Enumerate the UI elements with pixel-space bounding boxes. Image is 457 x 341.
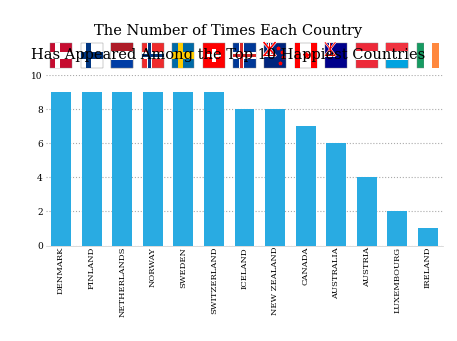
Bar (86, 43, 91, 68)
Bar (325, 54, 335, 57)
Bar (268, 43, 271, 56)
Bar (172, 43, 194, 68)
Bar (325, 43, 347, 68)
Bar (425, 43, 432, 68)
Bar (111, 43, 133, 51)
Bar (432, 43, 439, 68)
Text: The Number of Times Each Country: The Number of Times Each Country (95, 24, 362, 38)
Bar (80, 43, 102, 68)
Bar (387, 51, 409, 60)
Bar (329, 43, 331, 56)
Bar (111, 43, 133, 68)
Bar (356, 43, 378, 68)
Bar (142, 52, 164, 59)
Bar (173, 92, 193, 246)
Bar (212, 49, 216, 62)
Bar (418, 228, 438, 246)
Bar (239, 43, 244, 68)
Bar (265, 109, 285, 246)
Bar (326, 143, 346, 246)
Bar (264, 43, 286, 68)
Bar (295, 43, 317, 68)
Bar (204, 92, 224, 246)
Bar (387, 43, 409, 51)
Bar (329, 43, 331, 56)
Bar (80, 52, 102, 59)
Bar (142, 54, 164, 57)
Bar (172, 52, 194, 59)
Bar (111, 51, 133, 60)
Bar (387, 43, 409, 68)
Bar (207, 54, 221, 57)
Bar (111, 43, 133, 68)
Bar (388, 211, 407, 246)
Bar (203, 43, 225, 68)
Bar (264, 54, 275, 57)
Bar (387, 43, 409, 68)
Bar (311, 43, 317, 68)
Bar (234, 52, 255, 59)
Bar (149, 43, 151, 68)
Bar (325, 55, 335, 56)
Bar (264, 55, 275, 56)
Bar (143, 92, 163, 246)
Bar (111, 43, 133, 51)
Bar (50, 43, 72, 68)
Bar (356, 51, 378, 60)
Bar (357, 177, 377, 246)
Bar (296, 126, 316, 246)
Bar (387, 43, 409, 51)
Bar (234, 109, 255, 246)
Bar (417, 43, 425, 68)
Bar (240, 43, 243, 68)
Bar (51, 92, 71, 246)
Text: Has Appeared Among the Top 10 Happiest Countries: Has Appeared Among the Top 10 Happiest C… (32, 48, 425, 62)
Bar (111, 51, 133, 60)
Bar (82, 92, 101, 246)
Bar (112, 92, 132, 246)
Bar (147, 43, 152, 68)
Bar (269, 43, 270, 56)
Bar (142, 43, 164, 68)
Bar (50, 52, 72, 59)
Bar (387, 51, 409, 60)
Bar (234, 43, 255, 68)
Bar (178, 43, 183, 68)
Bar (234, 54, 255, 57)
Bar (295, 43, 300, 68)
Bar (55, 43, 60, 68)
